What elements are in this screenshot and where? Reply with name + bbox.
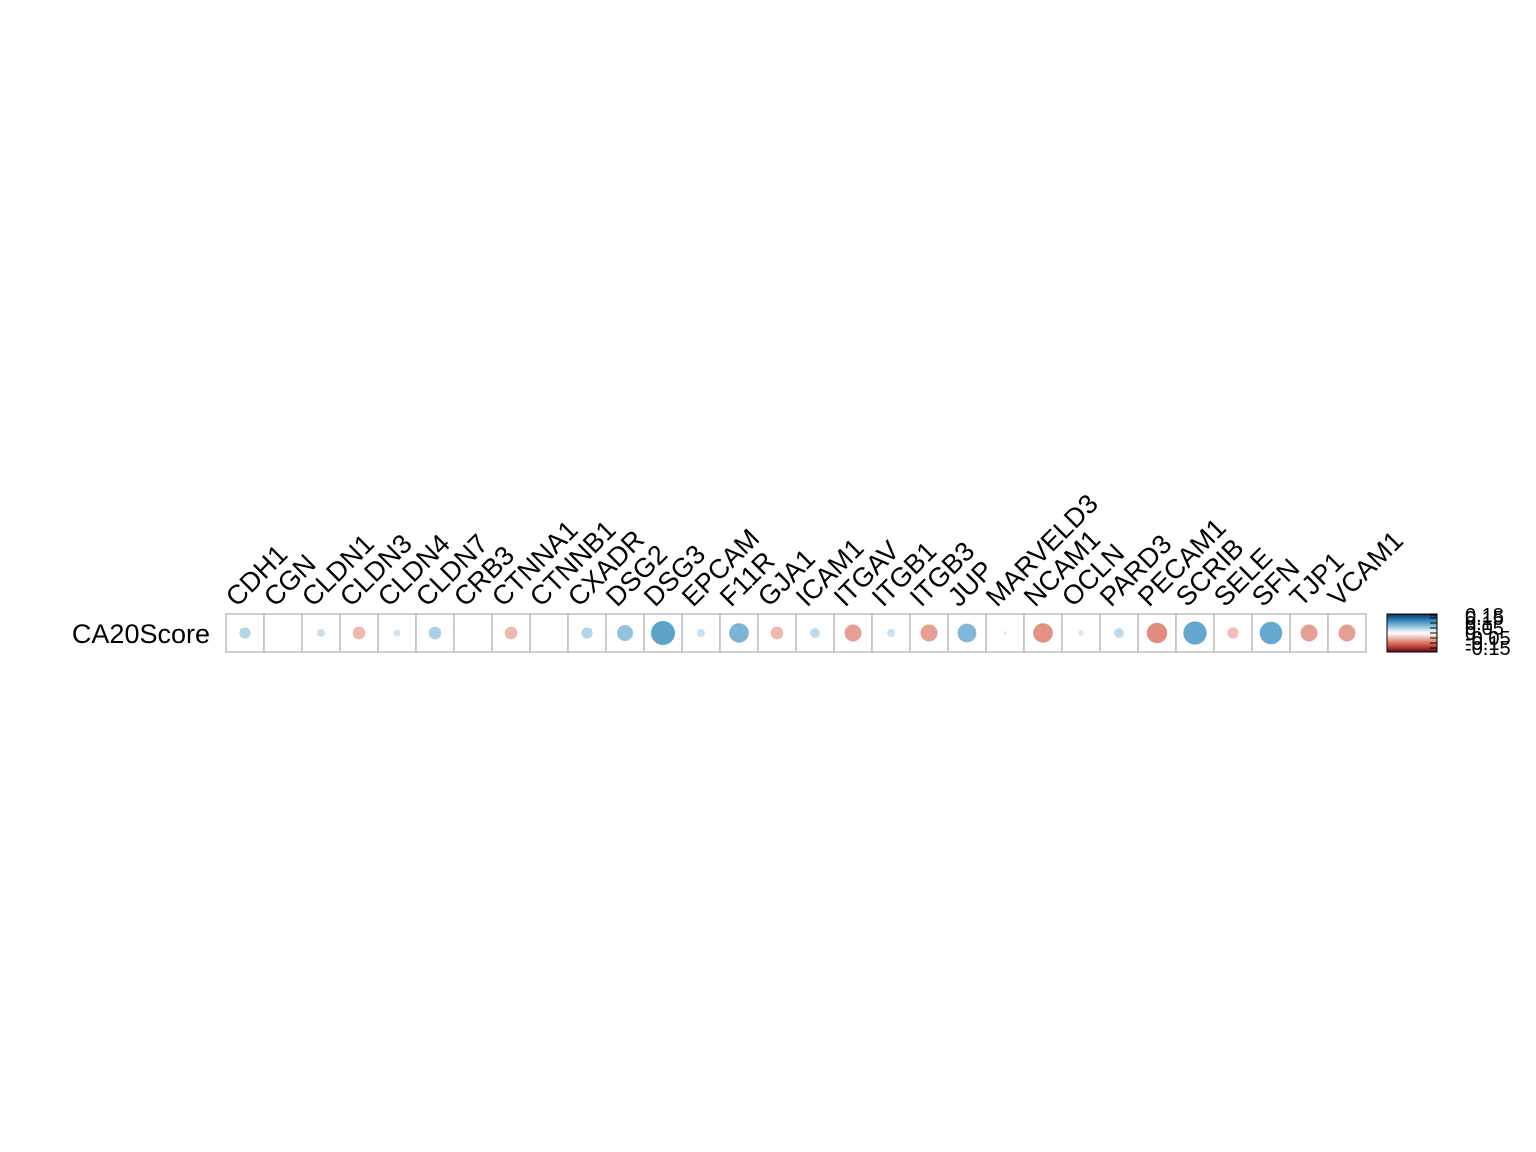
dot-icam1 (810, 628, 820, 638)
dot-dsg3 (651, 621, 675, 645)
grid-cells (225, 613, 1367, 653)
dot-jup (957, 623, 977, 643)
colorbar-tick-label: -0.1 (1465, 633, 1499, 655)
dot-scrib (1183, 621, 1207, 645)
grid-cell-ncam1 (1023, 613, 1063, 653)
colorbar-tick-label: 0 (1465, 623, 1476, 645)
dot-cldn3 (352, 626, 366, 640)
dot-cldn7 (428, 626, 442, 640)
dot-sfn (1259, 621, 1283, 645)
colorbar-tick-label: -0.05 (1465, 628, 1511, 650)
dot-cldn4 (393, 629, 401, 637)
grid-cell-ctnna1 (491, 613, 531, 653)
dot-cxadr (581, 627, 593, 639)
dot-f11r (729, 623, 749, 643)
dot-itgb1 (887, 629, 895, 637)
dot-cldn1 (317, 629, 325, 637)
grid-cell-cgn (263, 613, 303, 653)
grid-cell-f11r (719, 613, 759, 653)
dot-ncam1 (1033, 623, 1053, 643)
grid-cell-crb3 (453, 613, 493, 653)
correlation-dots (239, 621, 1356, 645)
column-labels: CDH1CGNCLDN1CLDN3CLDN4CLDN7CRB3CTNNA1CTN… (220, 488, 1409, 612)
grid-cell-vcam1 (1327, 613, 1367, 653)
colorbar (1386, 613, 1438, 653)
row-label: CA20Score (72, 619, 210, 649)
dot-marveld3 (1003, 631, 1007, 635)
dot-cdh1 (239, 627, 251, 639)
dot-gja1 (770, 626, 784, 640)
dot-pard3 (1114, 628, 1124, 638)
colorbar-tick-label: -0.15 (1465, 638, 1511, 660)
dot-ocln (1078, 630, 1084, 636)
dot-epcam (697, 629, 705, 637)
dot-itgav (844, 624, 862, 642)
dot-vcam1 (1338, 624, 1356, 642)
grid-cell-ctnnb1 (529, 613, 569, 653)
dot-itgb3 (920, 624, 938, 642)
dot-pecam1 (1146, 622, 1168, 644)
dot-sele (1227, 627, 1239, 639)
colorbar-tick-label: 0.1 (1465, 613, 1493, 635)
colorbar-ticks: 0.180.150.10.050-0.05-0.1-0.15 (1430, 605, 1511, 660)
grid-cell-cdh1 (225, 613, 265, 653)
grid-cell-pecam1 (1137, 613, 1177, 653)
dot-ctnna1 (504, 626, 518, 640)
colorbar-tick-label: 0.18 (1465, 605, 1504, 627)
colorbar-tick-label: 0.05 (1465, 618, 1504, 640)
dot-tjp1 (1300, 624, 1318, 642)
dot-dsg2 (617, 625, 633, 641)
colorbar-tick-label: 0.15 (1465, 608, 1504, 630)
